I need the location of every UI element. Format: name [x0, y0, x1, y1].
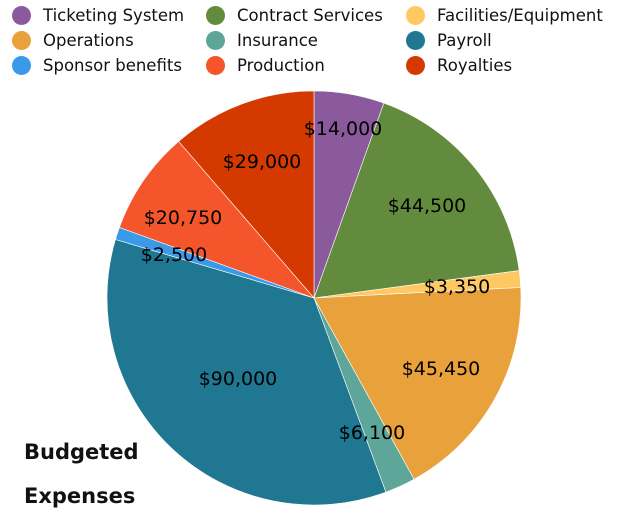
slice-value-label: $44,500 — [388, 195, 467, 217]
legend-label: Payroll — [437, 31, 492, 50]
legend-swatch — [12, 6, 31, 25]
slice-value-label: $2,500 — [141, 244, 207, 266]
legend-swatch — [206, 31, 225, 50]
legend-label: Ticketing System — [43, 6, 185, 25]
legend-item[interactable]: Sponsor benefits — [12, 54, 206, 77]
pie-slice — [313, 287, 522, 480]
slice-value-label: $90,000 — [199, 368, 278, 390]
legend-item[interactable]: Royalties — [406, 54, 619, 77]
slice-value-label: $20,750 — [144, 207, 223, 229]
legend-item[interactable]: Operations — [12, 29, 206, 52]
slice-value-label: $14,000 — [304, 118, 383, 140]
legend-label: Facilities/Equipment — [437, 6, 603, 25]
legend-label: Operations — [43, 31, 134, 50]
pie-slice — [313, 102, 520, 299]
legend-item[interactable]: Payroll — [406, 29, 619, 52]
legend: Ticketing System Contract Services Facilit… — [12, 4, 619, 77]
legend-item[interactable]: Production — [206, 54, 406, 77]
legend-swatch — [12, 56, 31, 75]
legend-swatch — [406, 31, 425, 50]
legend-swatch — [206, 6, 225, 25]
slice-value-label: $3,350 — [424, 276, 490, 298]
legend-item[interactable]: Contract Services — [206, 4, 406, 27]
slice-value-label: $29,000 — [223, 151, 302, 173]
slice-value-label: $45,450 — [402, 358, 481, 380]
legend-swatch — [206, 56, 225, 75]
slice-value-label: $6,100 — [339, 422, 405, 444]
pie-slice — [178, 90, 315, 299]
legend-swatch — [12, 31, 31, 50]
legend-label: Sponsor benefits — [43, 56, 182, 75]
pie-slice — [106, 239, 387, 506]
chart-title-line-1: Budgeted — [24, 440, 139, 464]
legend-label: Production — [237, 56, 325, 75]
legend-item[interactable]: Insurance — [206, 29, 406, 52]
chart-title-line-2: Expenses — [24, 484, 136, 508]
legend-label: Royalties — [437, 56, 513, 75]
pie-slice — [119, 140, 315, 299]
legend-label: Contract Services — [237, 6, 383, 25]
chart-title: Budgeted Expenses — [24, 430, 139, 518]
legend-swatch — [406, 56, 425, 75]
legend-swatch — [406, 6, 425, 25]
legend-label: Insurance — [237, 31, 318, 50]
legend-item[interactable]: Facilities/Equipment — [406, 4, 619, 27]
legend-item[interactable]: Ticketing System — [12, 4, 206, 27]
